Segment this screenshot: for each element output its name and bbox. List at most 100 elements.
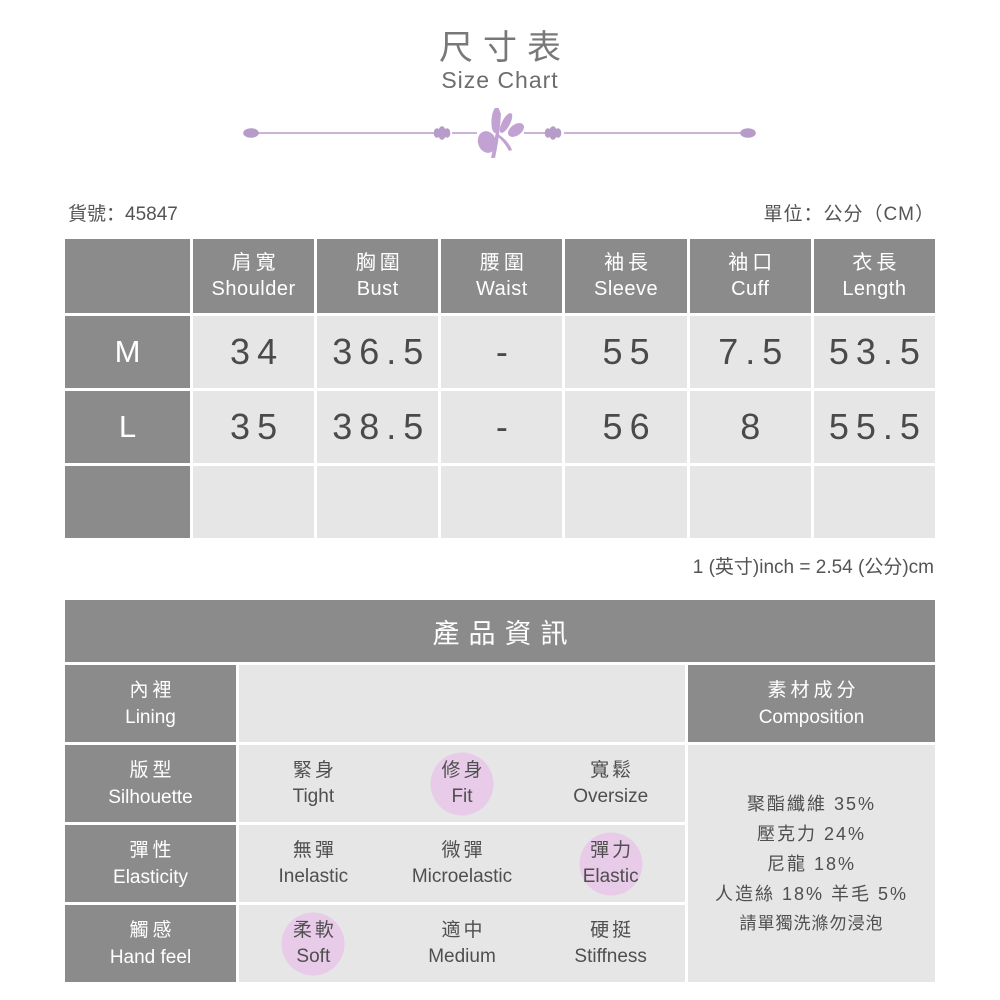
- cell-l-cuff: 8: [689, 391, 811, 463]
- label-elasticity-zh: 彈性: [129, 839, 176, 861]
- header-cell-length: 衣長 Length: [813, 239, 935, 313]
- lining-content-cell: [239, 665, 685, 742]
- option-stiffness-zh: 硬挺: [590, 919, 635, 941]
- header-cell-waist: 腰圍 Waist: [441, 239, 563, 313]
- option-fit-zh: 修身: [441, 759, 486, 781]
- option-soft: 柔軟 Soft: [239, 905, 388, 982]
- row-label-empty: [65, 466, 190, 538]
- product-info-label-column: 內裡 Lining 版型 Silhouette 彈性 Elasticity 觸感…: [65, 665, 236, 982]
- composition-header-en: Composition: [758, 706, 865, 728]
- option-fit: 修身 Fit: [388, 745, 537, 822]
- option-stiffness-en: Stiffness: [574, 945, 647, 967]
- header-shoulder-en: Shoulder: [211, 278, 296, 300]
- option-elastic: 彈力 Elastic: [536, 825, 685, 902]
- label-handfeel-zh: 觸感: [129, 919, 176, 941]
- cell-empty-6: [813, 466, 935, 538]
- cell-m-shoulder: 34: [193, 316, 315, 388]
- row-label-l: L: [65, 391, 190, 463]
- page-subtitle: Size Chart: [441, 67, 559, 93]
- header-cell-shoulder: 肩寬 Shoulder: [193, 239, 315, 313]
- option-inelastic-zh: 無彈: [292, 839, 337, 861]
- header-cell-bust: 胸圍 Bust: [317, 239, 439, 313]
- cell-empty-1: [193, 466, 315, 538]
- label-silhouette-zh: 版型: [129, 759, 176, 781]
- header-bust-en: Bust: [356, 278, 399, 300]
- silhouette-options-row: 緊身 Tight 修身 Fit 寬鬆 Oversize: [239, 745, 685, 822]
- option-oversize-en: Oversize: [573, 785, 649, 807]
- label-handfeel: 觸感 Hand feel: [65, 905, 236, 982]
- header-cuff-zh: 袖口: [728, 252, 777, 274]
- elasticity-options-row: 無彈 Inelastic 微彈 Microelastic 彈力 Elastic: [239, 825, 685, 902]
- header-cuff-en: Cuff: [731, 278, 770, 300]
- option-soft-zh: 柔軟: [292, 919, 337, 941]
- option-elastic-zh: 彈力: [590, 839, 635, 861]
- label-elasticity: 彈性 Elasticity: [65, 825, 236, 902]
- cell-l-bust: 38.5: [317, 391, 439, 463]
- header-cell-sleeve: 袖長 Sleeve: [565, 239, 687, 313]
- product-info-options-column: 緊身 Tight 修身 Fit 寬鬆 Oversize 無彈 Inelastic: [239, 665, 685, 982]
- header-waist-en: Waist: [476, 278, 528, 300]
- header-length-zh: 衣長: [852, 252, 901, 274]
- flower-ornament-icon: [477, 108, 525, 158]
- row-label-m: M: [65, 316, 190, 388]
- option-soft-en: Soft: [296, 945, 331, 967]
- header-cell-cuff: 袖口 Cuff: [689, 239, 811, 313]
- option-stiffness: 硬挺 Stiffness: [536, 905, 685, 982]
- cell-m-sleeve: 55: [565, 316, 687, 388]
- option-microelastic-zh: 微彈: [441, 839, 486, 861]
- option-medium-en: Medium: [428, 945, 496, 967]
- header-shoulder-zh: 肩寬: [231, 252, 280, 274]
- option-medium: 適中 Medium: [388, 905, 537, 982]
- option-inelastic: 無彈 Inelastic: [239, 825, 388, 902]
- composition-line: 壓克力 24%: [756, 823, 867, 844]
- option-microelastic: 微彈 Microelastic: [388, 825, 537, 902]
- cell-l-waist: -: [441, 391, 563, 463]
- label-silhouette-en: Silhouette: [108, 786, 193, 808]
- option-oversize-zh: 寬鬆: [590, 759, 635, 781]
- composition-line: 人造絲 18% 羊毛 5%: [714, 883, 909, 904]
- composition-line: 聚酯纖維 35%: [746, 793, 877, 814]
- option-elastic-en: Elastic: [582, 865, 639, 887]
- cell-empty-4: [565, 466, 687, 538]
- cell-m-bust: 36.5: [317, 316, 439, 388]
- cell-empty-5: [689, 466, 811, 538]
- header-sleeve-zh: 袖長: [604, 252, 653, 274]
- header-waist-zh: 腰圍: [479, 252, 528, 274]
- floral-divider-icon: [243, 108, 756, 158]
- composition-line: 尼龍 18%: [766, 853, 857, 874]
- option-oversize: 寬鬆 Oversize: [536, 745, 685, 822]
- cell-empty-2: [317, 466, 439, 538]
- handfeel-options-row: 柔軟 Soft 適中 Medium 硬挺 Stiffness: [239, 905, 685, 982]
- option-microelastic-en: Microelastic: [411, 865, 513, 887]
- product-info-header: 產品資訊: [65, 600, 935, 662]
- product-info-table: 內裡 Lining 版型 Silhouette 彈性 Elasticity 觸感…: [65, 665, 935, 982]
- cell-m-waist: -: [441, 316, 563, 388]
- option-fit-en: Fit: [451, 785, 473, 807]
- inch-conversion-note: 1 (英寸)inch = 2.54 (公分)cm: [692, 557, 934, 578]
- page-title: 尺寸表: [439, 29, 571, 67]
- cell-m-length: 53.5: [813, 316, 935, 388]
- care-instruction-line: 請單獨洗滌勿浸泡: [739, 913, 884, 933]
- label-elasticity-en: Elasticity: [113, 866, 188, 888]
- option-medium-zh: 適中: [441, 919, 486, 941]
- composition-header-zh: 素材成分: [767, 679, 860, 701]
- cell-l-sleeve: 56: [565, 391, 687, 463]
- option-inelastic-en: Inelastic: [278, 865, 349, 887]
- option-tight-zh: 緊身: [292, 759, 337, 781]
- cell-m-cuff: 7.5: [689, 316, 811, 388]
- item-number: 貨號：45847: [68, 204, 178, 225]
- composition-header: 素材成分 Composition: [688, 665, 935, 742]
- label-lining: 內裡 Lining: [65, 665, 236, 742]
- composition-column: 素材成分 Composition 聚酯纖維 35% 壓克力 24% 尼龍 18%…: [688, 665, 935, 982]
- label-lining-zh: 內裡: [129, 679, 176, 701]
- header-bust-zh: 胸圍: [355, 252, 404, 274]
- unit-label: 單位：公分（CM）: [763, 204, 935, 225]
- cell-empty-3: [441, 466, 563, 538]
- option-tight: 緊身 Tight: [239, 745, 388, 822]
- cell-l-shoulder: 35: [193, 391, 315, 463]
- label-silhouette: 版型 Silhouette: [65, 745, 236, 822]
- size-table: 肩寬 Shoulder 胸圍 Bust 腰圍 Waist 袖長 Sleeve 袖…: [65, 239, 935, 538]
- cell-l-length: 55.5: [813, 391, 935, 463]
- header-length-en: Length: [842, 278, 907, 300]
